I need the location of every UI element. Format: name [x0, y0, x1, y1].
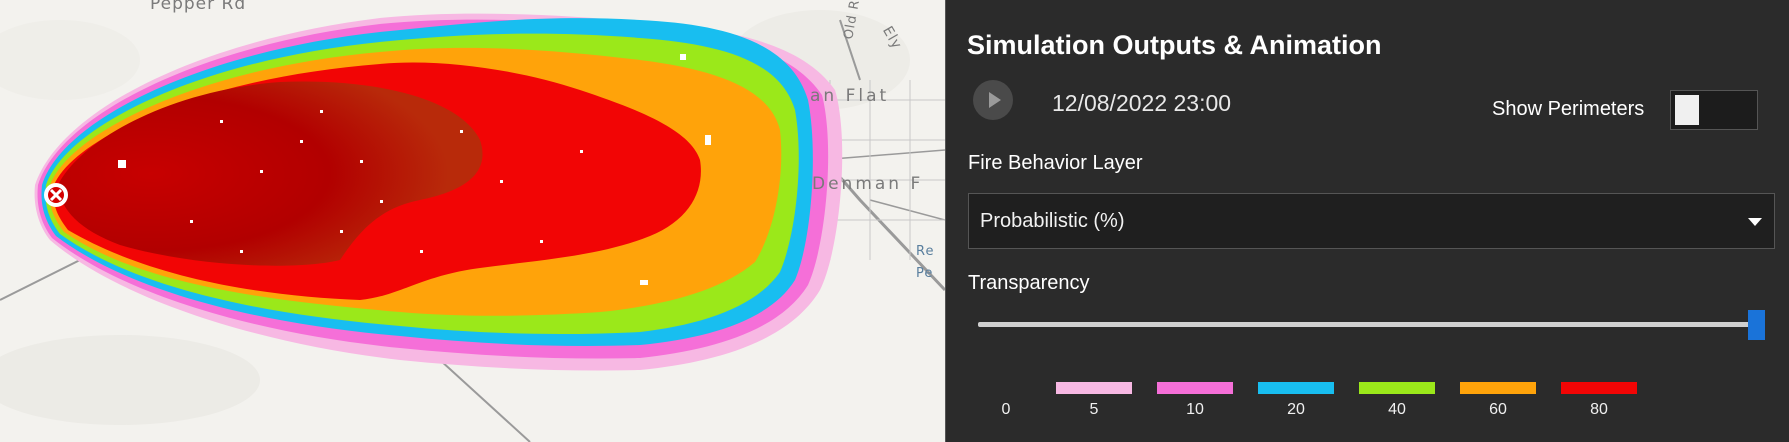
- fire-probability-layer: [34, 13, 843, 371]
- fire-behavior-layer-select[interactable]: Probabilistic (%): [968, 193, 1775, 249]
- legend-swatch-40: [1359, 382, 1435, 394]
- legend-label-60: 60: [1489, 401, 1507, 418]
- legend-swatch-10: [1157, 382, 1233, 394]
- fire-behavior-layer-label: Fire Behavior Layer: [968, 152, 1143, 174]
- fire-zone-core: [58, 81, 483, 266]
- transparency-slider-thumb[interactable]: [1748, 310, 1765, 340]
- map-label-flat: an Flat: [810, 86, 890, 106]
- legend-swatch-60: [1460, 382, 1536, 394]
- selected-layer: Probabilistic (%): [980, 210, 1125, 232]
- legend-label-80: 80: [1590, 401, 1608, 418]
- show-perimeters-label: Show Perimeters: [1492, 98, 1645, 120]
- ignition-point-icon[interactable]: [43, 182, 69, 208]
- unburned-specks: [118, 54, 711, 285]
- legend-label-zero: 0: [1001, 401, 1011, 418]
- play-button[interactable]: [973, 80, 1013, 120]
- legend-label-20: 20: [1287, 401, 1305, 418]
- transparency-slider[interactable]: [978, 322, 1750, 327]
- map-view[interactable]: Pepper Rd an Flat Denman F Ely Old R Re …: [0, 0, 945, 442]
- map-canvas: [0, 10, 945, 442]
- simulation-timestamp: 12/08/2022 23:00: [1052, 90, 1232, 116]
- legend-label-40: 40: [1388, 401, 1406, 418]
- terrain-shading: [0, 10, 910, 425]
- map-label-road: Pepper Rd: [150, 0, 247, 14]
- legend-swatch-80: [1561, 382, 1637, 394]
- chevron-down-icon: [1748, 218, 1762, 226]
- legend-swatch-20: [1258, 382, 1334, 394]
- play-icon: [989, 92, 1001, 108]
- legend-label-5: 5: [1089, 401, 1099, 418]
- legend-label-10: 10: [1186, 401, 1204, 418]
- panel-title: Simulation Outputs & Animation: [967, 30, 1382, 60]
- map-label-denman: Denman F: [812, 174, 924, 194]
- show-perimeters-toggle[interactable]: [1670, 90, 1758, 130]
- transparency-label: Transparency: [968, 272, 1090, 294]
- map-label-pe: Pe: [916, 266, 934, 281]
- map-label-re: Re: [916, 244, 935, 259]
- simulation-panel: Simulation Outputs & Animation 12/08/202…: [945, 0, 1789, 442]
- legend-swatch-5: [1056, 382, 1132, 394]
- toggle-knob: [1675, 95, 1699, 125]
